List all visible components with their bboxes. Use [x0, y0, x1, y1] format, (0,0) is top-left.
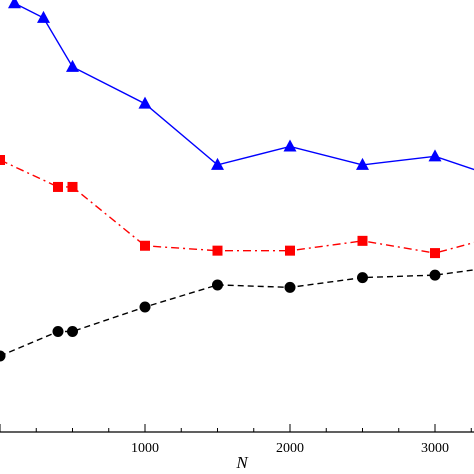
x-tick-label: 3000: [421, 441, 449, 456]
data-point-triangle: [66, 59, 79, 72]
data-point-circle: [0, 350, 6, 362]
data-point-circle: [67, 326, 78, 337]
data-point-square: [140, 240, 150, 251]
x-tick-label: 2000: [276, 441, 304, 456]
data-point-triangle: [428, 149, 442, 162]
data-point-circle: [284, 281, 296, 293]
x-axis-title: N: [235, 453, 249, 472]
data-point-circle: [357, 272, 368, 284]
data-point-triangle: [356, 157, 369, 170]
data-point-circle: [139, 301, 151, 313]
data-point-square: [357, 235, 368, 246]
data-point-square: [430, 248, 440, 259]
data-point-square: [285, 245, 295, 256]
x-axis-ticks: 1000 2000 3000: [0, 424, 472, 456]
x-tick-label: 1000: [131, 441, 159, 456]
data-point-square: [67, 181, 78, 192]
data-point-circle: [52, 326, 64, 337]
series-square: [0, 155, 474, 259]
data-point-circle: [429, 269, 441, 281]
data-point-triangle: [8, 0, 21, 9]
series-line-triangle: [14, 2, 474, 171]
data-point-square: [53, 181, 63, 192]
data-point-triangle: [37, 10, 50, 23]
series-line-circle: [0, 269, 474, 357]
data-point-triangle: [283, 139, 297, 152]
data-point-triangle: [211, 157, 224, 170]
series-circle: [0, 269, 474, 362]
series-layer: [0, 0, 474, 362]
data-point-square: [212, 245, 223, 256]
series-triangle: [8, 0, 474, 171]
data-point-triangle: [138, 96, 152, 109]
data-point-square: [0, 155, 5, 165]
data-point-circle: [212, 279, 223, 291]
